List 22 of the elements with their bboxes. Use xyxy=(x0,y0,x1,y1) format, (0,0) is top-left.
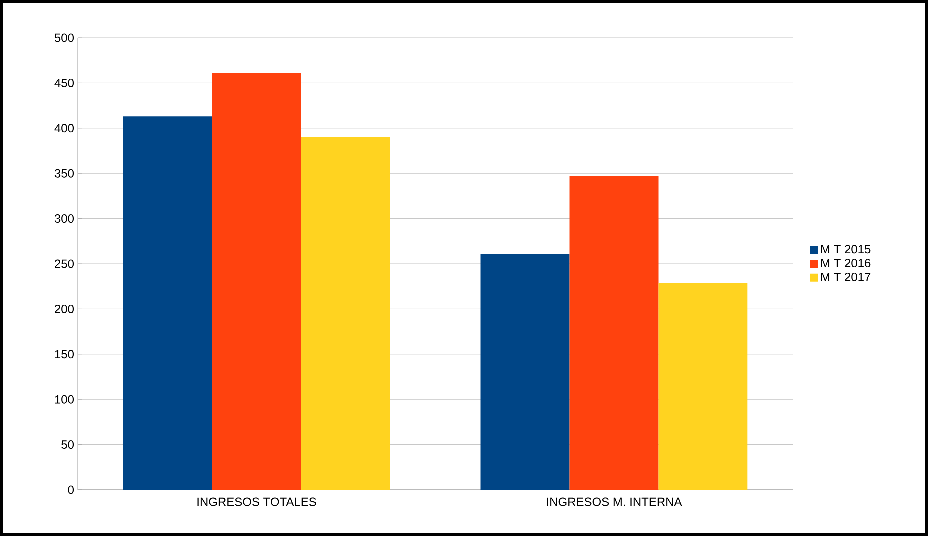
bar xyxy=(658,282,748,490)
y-tick-label: 500 xyxy=(54,34,74,42)
x-tick-label: INGRESOS TOTALES xyxy=(198,498,316,506)
legend-label: M T 2017 xyxy=(822,272,871,282)
y-tick-label: 0 xyxy=(68,486,74,494)
bar xyxy=(301,137,390,490)
y-tick-label: 250 xyxy=(55,260,74,268)
bar xyxy=(570,176,659,490)
legend-label: M T 2016 xyxy=(822,259,871,268)
x-tick-label: INGRESOS M. INTERNA xyxy=(547,498,682,506)
y-tick-label: 100 xyxy=(55,395,74,404)
y-tick-label: 50 xyxy=(62,440,74,450)
y-tick-label: 150 xyxy=(55,350,74,359)
y-tick-label: 400 xyxy=(54,124,74,133)
bar xyxy=(212,73,302,490)
bar xyxy=(123,116,212,490)
y-tick-label: 200 xyxy=(55,304,74,314)
y-tick-label: 300 xyxy=(54,214,74,224)
bar xyxy=(480,254,570,490)
y-tick-label: 450 xyxy=(54,78,74,88)
y-tick-label: 350 xyxy=(54,169,74,178)
legend-label: M T 2015 xyxy=(822,245,871,254)
